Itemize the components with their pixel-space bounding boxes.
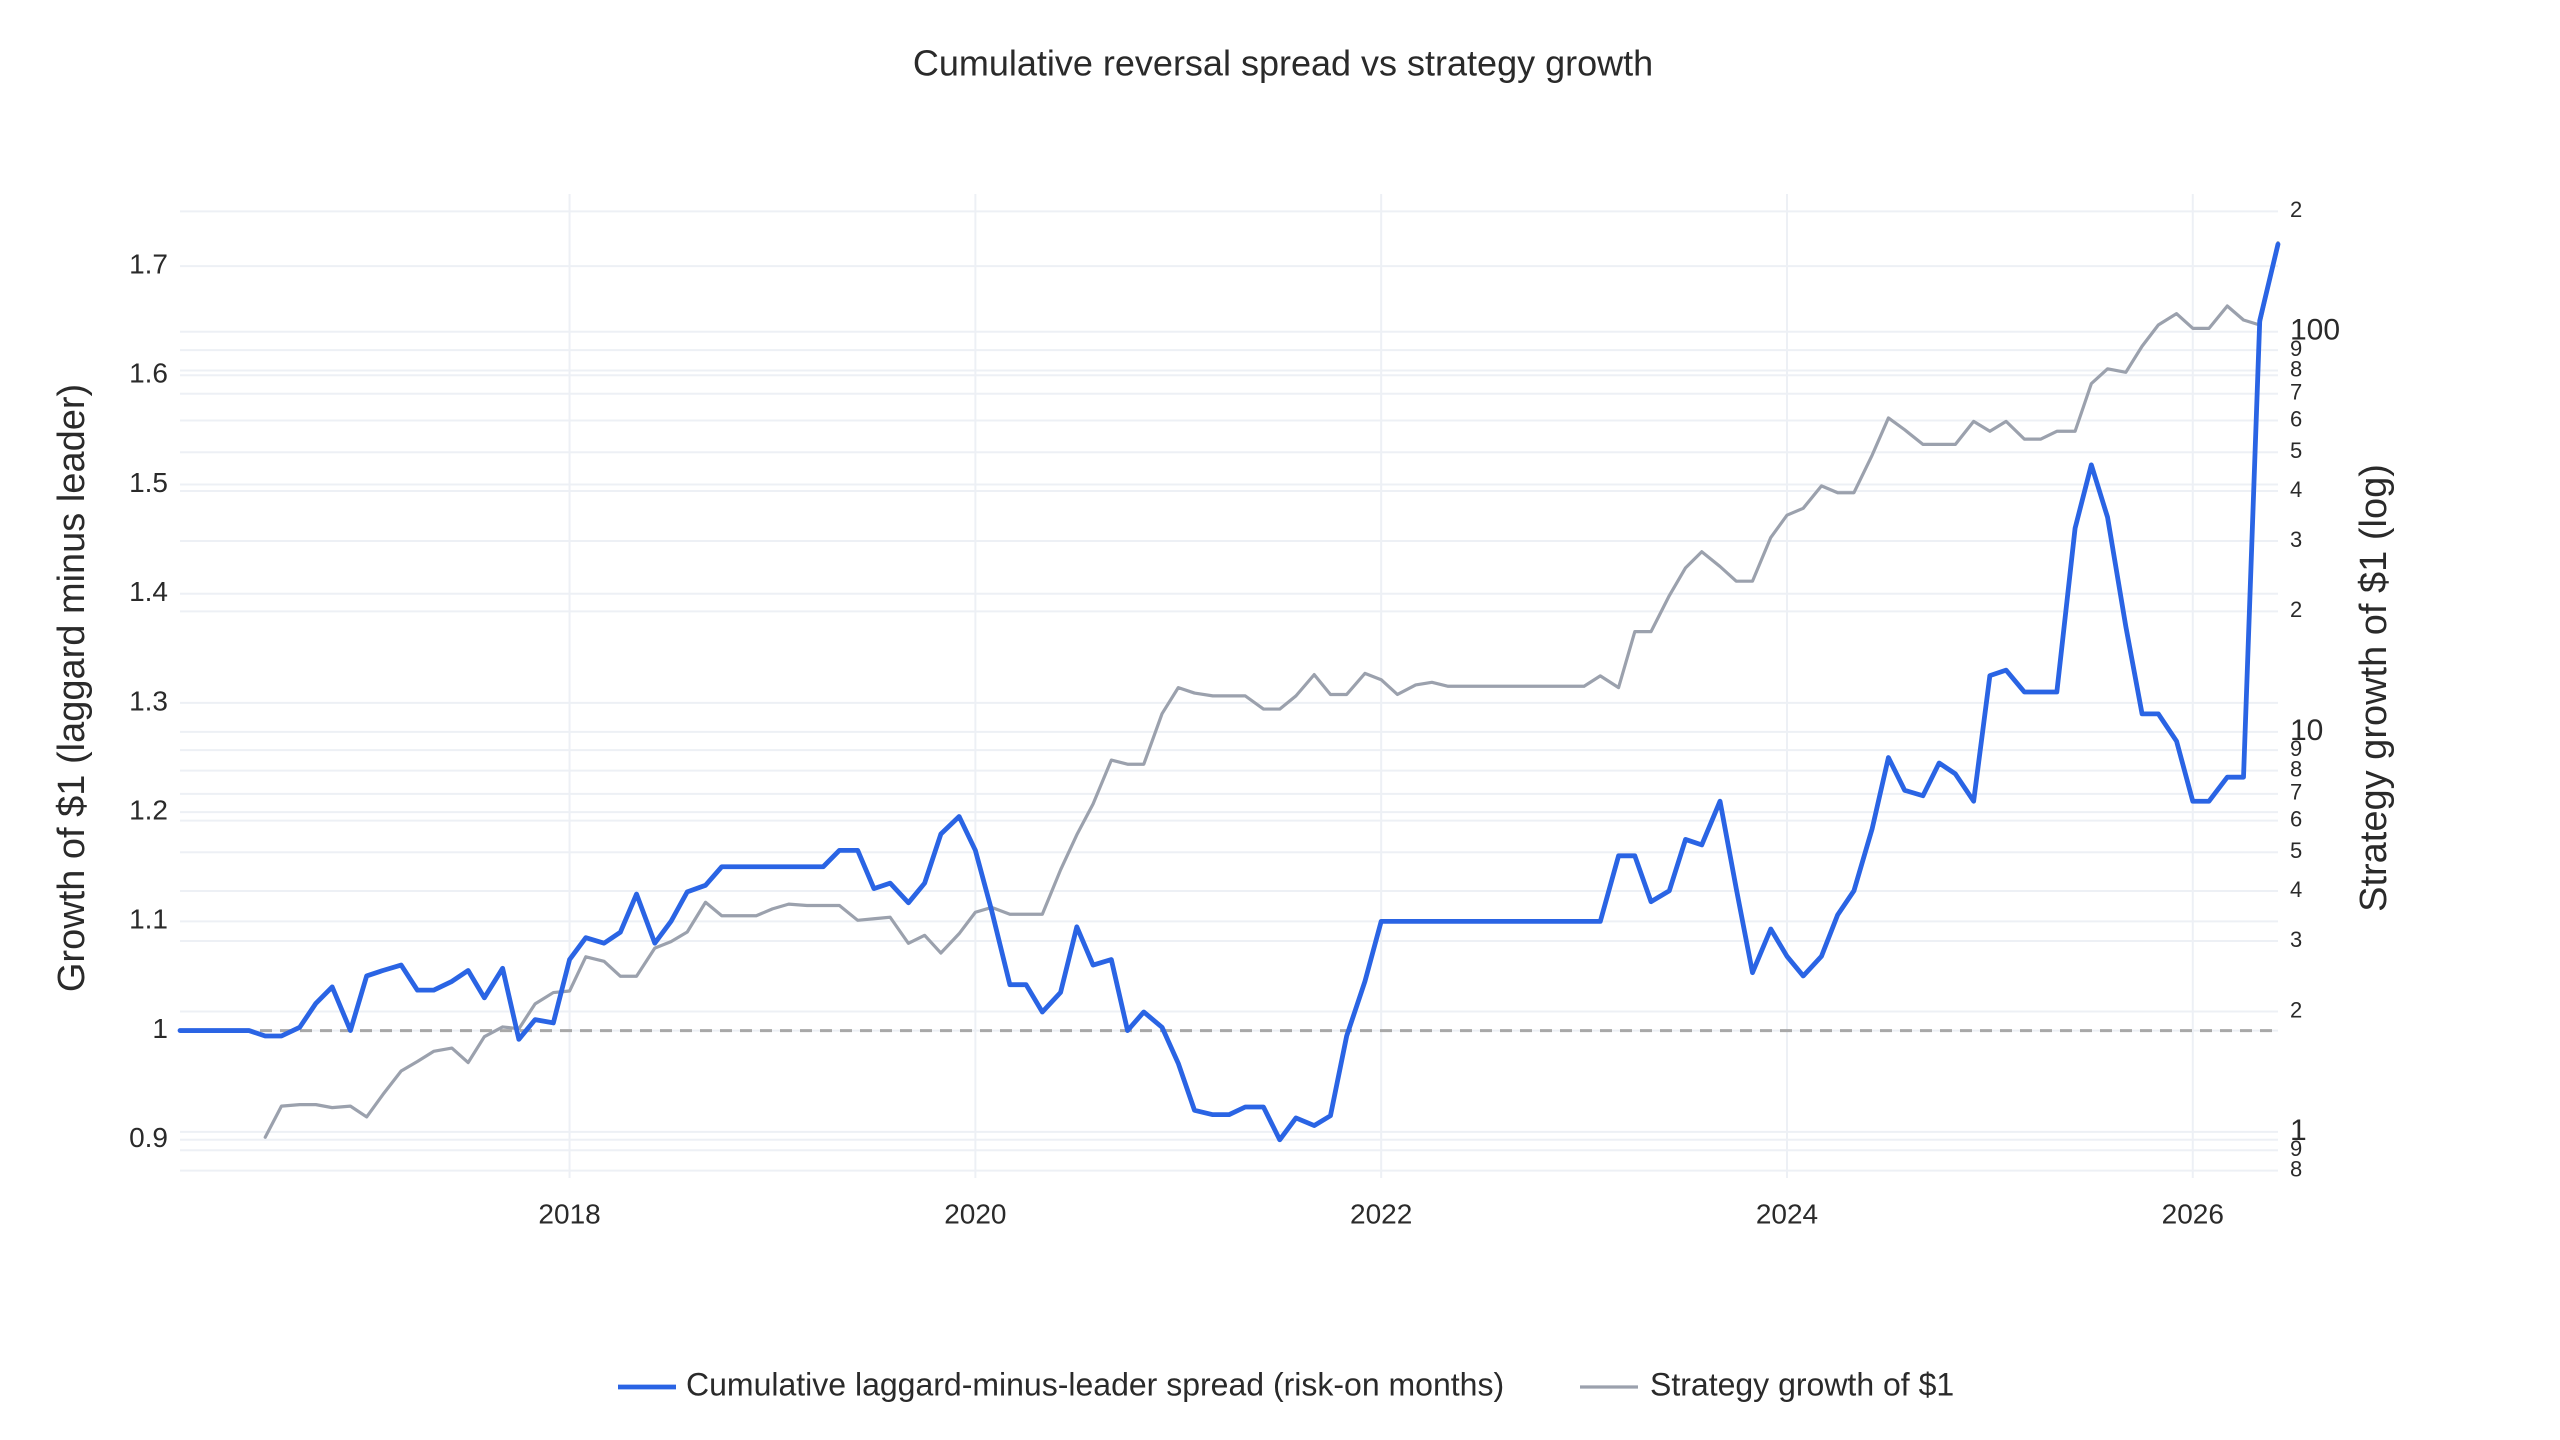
y-tick-label: 1.5 xyxy=(129,467,168,498)
y2-tick-label: 6 xyxy=(2290,406,2302,431)
y2-tick-label: 8 xyxy=(2290,1156,2302,1181)
x-tick-label: 2018 xyxy=(538,1198,600,1229)
y-tick-label: 1 xyxy=(152,1013,168,1044)
labels: 2018 2020 2022 2024 2026 0.9 1 1.1 1.2 1.3 1.4 1.5 1… xyxy=(129,197,2340,1402)
y2-tick-label: 6 xyxy=(2290,806,2302,831)
y2-tick-label: 3 xyxy=(2290,527,2302,552)
y2-tick-label: 4 xyxy=(2290,477,2302,502)
y2-tick-label: 2 xyxy=(2290,597,2302,622)
x-tick-label: 2026 xyxy=(2162,1198,2224,1229)
y-tick-label: 1.4 xyxy=(129,576,168,607)
y2-tick-label: 4 xyxy=(2290,877,2302,902)
y2-tick-label: 7 xyxy=(2290,380,2302,405)
x-tick-label: 2022 xyxy=(1350,1198,1412,1229)
y-tick-label: 1.1 xyxy=(129,904,168,935)
y2-tick-label: 2 xyxy=(2290,197,2302,222)
series-line xyxy=(177,241,2281,1143)
y2-tick-label: 8 xyxy=(2290,356,2302,381)
y2-tick-label: 7 xyxy=(2290,780,2302,805)
x-tick-label: 2020 xyxy=(944,1198,1006,1229)
y2-tick-label: 9 xyxy=(2290,1136,2302,1161)
series-line xyxy=(263,241,2280,1139)
y-tick-label: 1.7 xyxy=(129,248,168,279)
y2-tick-label: 5 xyxy=(2290,838,2302,863)
y2-tick-label: 10 xyxy=(2290,714,2323,747)
y-tick-label: 1.3 xyxy=(129,685,168,716)
y-tick-label: 0.9 xyxy=(129,1122,168,1153)
y2-tick-label: 2 xyxy=(2290,997,2302,1022)
y2-tick-label: 1 xyxy=(2290,1114,2307,1147)
y2-axis-title: Strategy growth of $1 (log) xyxy=(2353,464,2395,912)
y-tick-label: 1.2 xyxy=(129,795,168,826)
y2-tick-label: 8 xyxy=(2290,756,2302,781)
grid xyxy=(180,194,2278,1178)
x-tick-label: 2024 xyxy=(1756,1198,1818,1229)
y2-tick-label: 100 xyxy=(2290,314,2340,347)
legend-label: Cumulative laggard-minus-leader spread (… xyxy=(686,1366,1504,1402)
plot xyxy=(177,241,2281,1143)
y2-tick-label: 9 xyxy=(2290,336,2302,361)
y2-tick-label: 5 xyxy=(2290,438,2302,463)
chart-title: Cumulative reversal spread vs strategy g… xyxy=(913,43,1653,84)
y-axis-title: Growth of $1 (laggard minus leader) xyxy=(51,384,93,992)
y2-tick-label: 3 xyxy=(2290,927,2302,952)
y2-tick-label: 9 xyxy=(2290,736,2302,761)
legend-label: Strategy growth of $1 xyxy=(1650,1366,1954,1402)
y-tick-label: 1.6 xyxy=(129,358,168,389)
